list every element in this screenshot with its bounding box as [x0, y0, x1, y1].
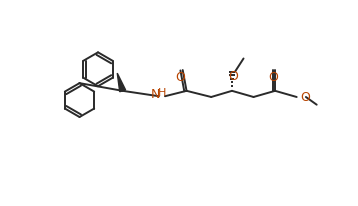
- Text: H: H: [158, 88, 166, 98]
- Text: O: O: [175, 70, 185, 83]
- Text: O: O: [228, 70, 238, 83]
- Text: O: O: [300, 90, 310, 103]
- Text: N: N: [151, 87, 160, 100]
- Polygon shape: [117, 74, 126, 92]
- Text: O: O: [268, 70, 279, 83]
